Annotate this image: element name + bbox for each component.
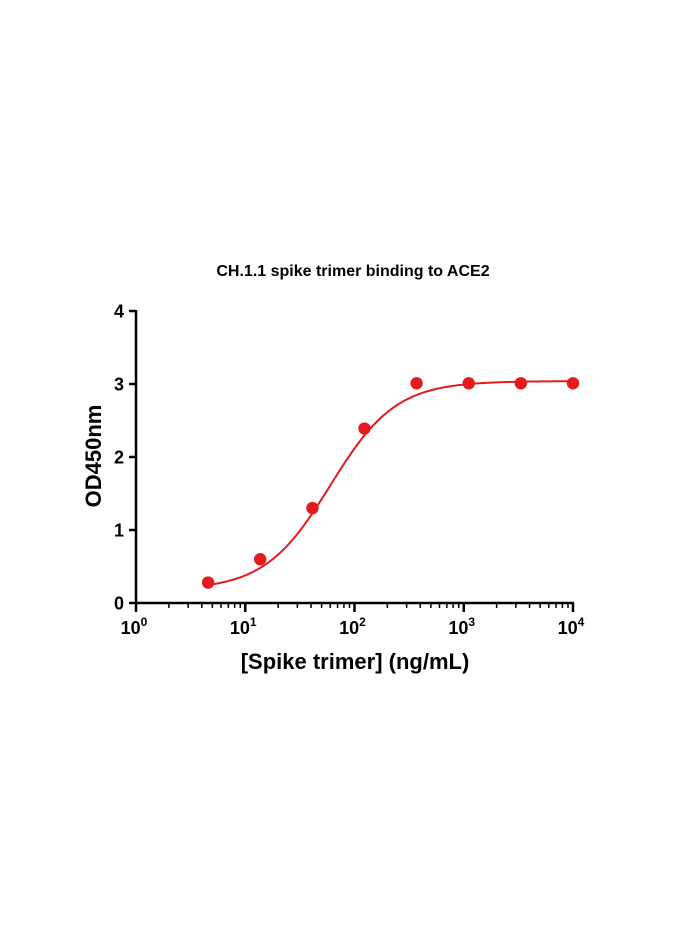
x-axis: 100 101 102 103 104 [121,601,585,638]
data-points-layer [201,377,580,589]
chart-title: CH.1.1 spike trimer binding to ACE2 [216,263,489,280]
data-point [462,377,475,390]
x-tick-label: 100 [121,615,148,638]
y-tick-label: 2 [114,448,124,468]
x-axis-label: [Spike trimer] (ng/mL) [241,649,470,674]
x-tick-label: 104 [558,615,585,638]
y-tick-label: 1 [114,521,124,541]
data-point [410,377,423,390]
fit-curve [207,380,573,586]
y-axis: 0 1 2 3 4 [114,302,138,614]
y-tick-label: 4 [114,302,124,322]
data-point [566,377,580,390]
x-tick-label: 101 [230,615,257,638]
y-tick-label: 0 [114,594,124,614]
data-point [306,501,319,515]
data-point [201,576,215,589]
x-tick-label: 102 [339,615,366,638]
data-point [358,422,371,435]
data-point [253,553,267,566]
y-tick-label: 3 [114,375,124,395]
fit-curve-layer [207,380,573,586]
x-tick-label: 103 [448,615,475,638]
data-point [514,377,528,390]
y-axis-label: OD450nm [81,405,106,508]
